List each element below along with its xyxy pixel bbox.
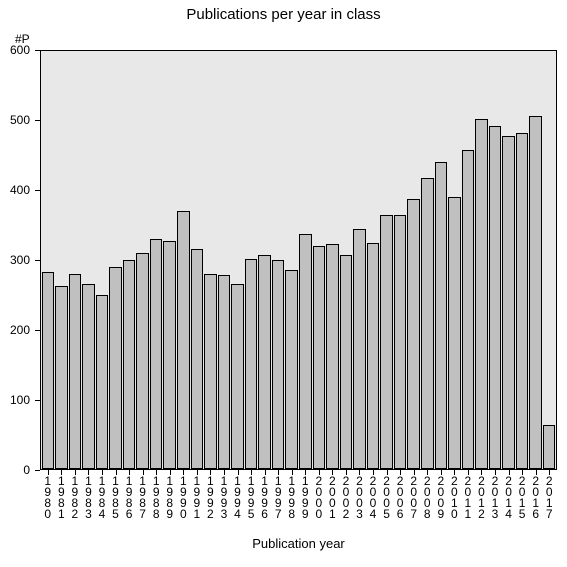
x-tick-label: 1995: [244, 476, 258, 520]
bar: [55, 286, 68, 469]
x-tick-label: 2017: [542, 476, 556, 520]
x-tick-label: 2006: [393, 476, 407, 520]
bar: [299, 234, 312, 469]
x-tick-label: 1985: [109, 476, 123, 520]
x-tick-label: 1989: [163, 476, 177, 520]
x-tick-label: 1987: [136, 476, 150, 520]
plot-area: [40, 50, 557, 470]
bar: [218, 275, 231, 469]
x-tick-label: 1998: [285, 476, 299, 520]
x-tick-label: 1980: [41, 476, 55, 520]
bar: [109, 267, 122, 469]
y-tick-mark: [35, 260, 40, 261]
bar: [272, 260, 285, 469]
bar: [123, 260, 136, 469]
x-tick-label: 1990: [177, 476, 191, 520]
bar: [177, 211, 190, 469]
x-tick-label: 2004: [366, 476, 380, 520]
bar: [69, 274, 82, 469]
y-tick-mark: [35, 190, 40, 191]
bar: [313, 246, 326, 469]
x-tick-label: 2003: [353, 476, 367, 520]
x-tick-label: 1991: [190, 476, 204, 520]
bar: [435, 162, 448, 469]
x-axis-title: Publication year: [40, 536, 557, 551]
x-tick-label: 1983: [82, 476, 96, 520]
y-tick-label: 100: [0, 393, 30, 407]
x-tick-label: 2000: [312, 476, 326, 520]
bar: [340, 255, 353, 469]
bar: [150, 239, 163, 469]
x-tick-label: 2015: [515, 476, 529, 520]
chart-container: Publications per year in class #P Public…: [0, 0, 567, 567]
y-tick-label: 600: [0, 43, 30, 57]
x-tick-label: 2009: [434, 476, 448, 520]
bar: [516, 133, 529, 469]
bar: [489, 126, 502, 469]
bar: [394, 215, 407, 469]
bar: [462, 150, 475, 469]
y-tick-mark: [35, 50, 40, 51]
bar: [380, 215, 393, 469]
x-tick-label: 1996: [258, 476, 272, 520]
x-tick-label: 1993: [217, 476, 231, 520]
x-tick-label: 2005: [380, 476, 394, 520]
x-tick-label: 2016: [529, 476, 543, 520]
y-tick-label: 500: [0, 113, 30, 127]
x-tick-label: 2007: [407, 476, 421, 520]
x-tick-label: 2014: [502, 476, 516, 520]
bar: [326, 244, 339, 469]
x-tick-label: 2008: [420, 476, 434, 520]
bar: [136, 253, 149, 469]
bar: [258, 255, 271, 469]
bar: [191, 249, 204, 469]
y-tick-label: 400: [0, 183, 30, 197]
x-tick-label: 2011: [461, 476, 475, 520]
bar: [245, 259, 258, 469]
x-tick-label: 1997: [271, 476, 285, 520]
y-tick-label: 200: [0, 323, 30, 337]
x-tick-label: 1999: [299, 476, 313, 520]
bar: [96, 295, 109, 469]
x-tick-label: 2001: [326, 476, 340, 520]
bar: [407, 199, 420, 469]
bar: [367, 243, 380, 469]
x-tick-label: 2002: [339, 476, 353, 520]
x-tick-label: 1986: [122, 476, 136, 520]
y-tick-mark: [35, 120, 40, 121]
bar: [204, 274, 217, 469]
bar: [82, 284, 95, 469]
bar: [502, 136, 515, 469]
bar: [163, 241, 176, 470]
bar: [543, 425, 556, 469]
bar: [475, 119, 488, 469]
x-tick-label: 2010: [448, 476, 462, 520]
y-tick-mark: [35, 330, 40, 331]
bar: [448, 197, 461, 469]
bar: [529, 116, 542, 469]
chart-title: Publications per year in class: [0, 6, 567, 23]
bar: [42, 272, 55, 469]
x-tick-label: 1994: [231, 476, 245, 520]
x-tick-label: 1981: [55, 476, 69, 520]
bar: [421, 178, 434, 469]
bar: [353, 229, 366, 469]
y-tick-label: 0: [0, 463, 30, 477]
x-tick-label: 1988: [149, 476, 163, 520]
x-tick-label: 2013: [488, 476, 502, 520]
bar: [231, 284, 244, 469]
x-tick-label: 2012: [475, 476, 489, 520]
bar: [285, 270, 298, 469]
y-tick-mark: [35, 400, 40, 401]
y-tick-label: 300: [0, 253, 30, 267]
x-tick-label: 1992: [204, 476, 218, 520]
y-tick-mark: [35, 470, 40, 471]
x-tick-label: 1982: [68, 476, 82, 520]
x-tick-label: 1984: [95, 476, 109, 520]
